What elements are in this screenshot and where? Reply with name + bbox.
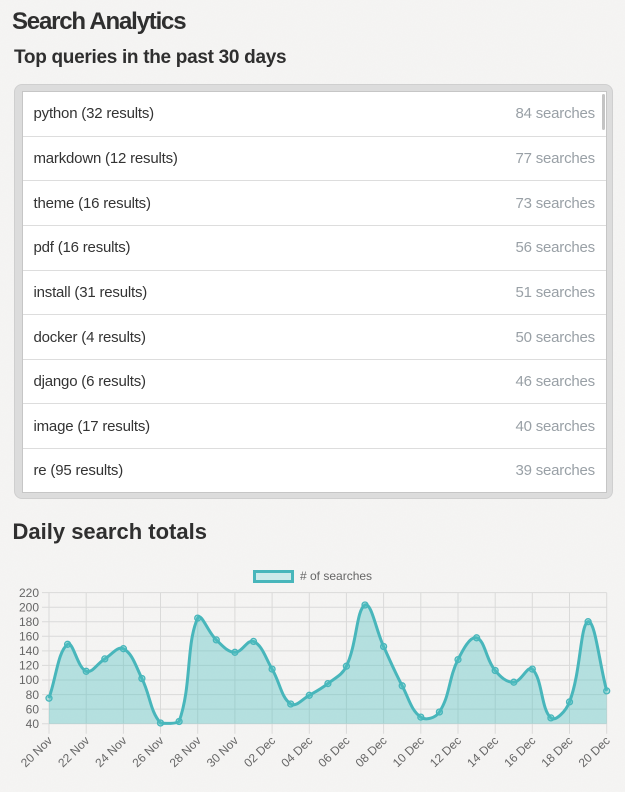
svg-text:12 Dec: 12 Dec bbox=[427, 734, 464, 770]
svg-text:28 Nov: 28 Nov bbox=[167, 734, 204, 770]
svg-text:16 Dec: 16 Dec bbox=[501, 734, 538, 770]
svg-text:18 Dec: 18 Dec bbox=[539, 734, 576, 770]
svg-text:140: 140 bbox=[19, 644, 39, 658]
svg-text:04 Dec: 04 Dec bbox=[278, 734, 315, 770]
svg-text:# of searches: # of searches bbox=[300, 569, 372, 583]
svg-text:80: 80 bbox=[26, 688, 40, 702]
svg-text:14 Dec: 14 Dec bbox=[464, 734, 501, 770]
svg-text:220: 220 bbox=[19, 586, 39, 600]
svg-text:02 Dec: 02 Dec bbox=[241, 734, 278, 770]
svg-text:180: 180 bbox=[19, 615, 39, 629]
svg-text:08 Dec: 08 Dec bbox=[353, 734, 390, 770]
svg-text:40: 40 bbox=[26, 717, 40, 731]
svg-text:200: 200 bbox=[19, 600, 39, 614]
svg-text:22 Nov: 22 Nov bbox=[55, 734, 92, 770]
svg-text:24 Nov: 24 Nov bbox=[92, 734, 129, 770]
svg-text:20 Nov: 20 Nov bbox=[18, 734, 55, 770]
svg-text:30 Nov: 30 Nov bbox=[204, 734, 241, 770]
svg-text:26 Nov: 26 Nov bbox=[130, 734, 167, 770]
svg-text:20 Dec: 20 Dec bbox=[576, 734, 613, 770]
svg-text:100: 100 bbox=[19, 673, 39, 687]
svg-text:60: 60 bbox=[26, 702, 40, 716]
svg-text:160: 160 bbox=[19, 630, 39, 644]
svg-text:06 Dec: 06 Dec bbox=[315, 734, 352, 770]
svg-text:120: 120 bbox=[19, 659, 39, 673]
svg-text:10 Dec: 10 Dec bbox=[390, 734, 427, 770]
